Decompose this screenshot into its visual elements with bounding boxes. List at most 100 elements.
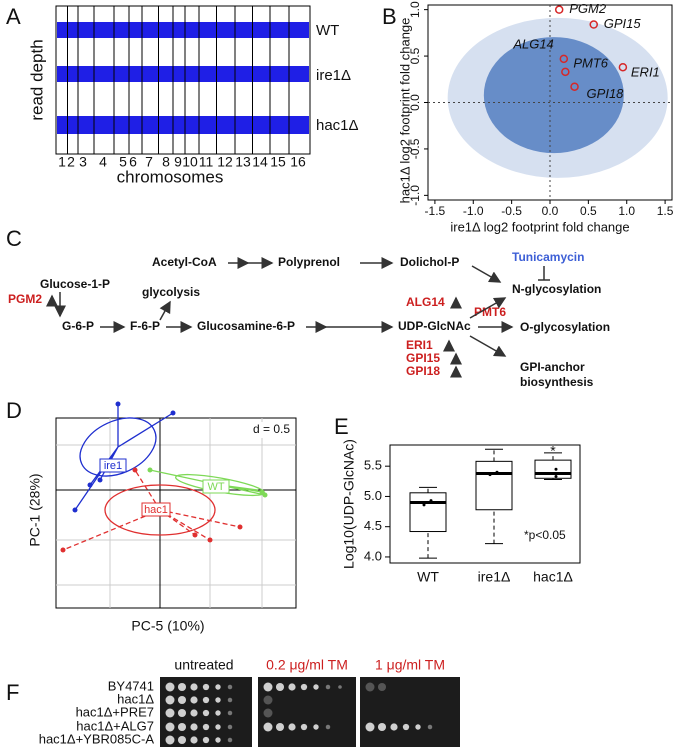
y-tick-label: -0.5 <box>408 138 422 159</box>
colony-spot <box>177 682 187 692</box>
panel-label: A <box>6 4 21 29</box>
colony-spot <box>215 684 221 690</box>
colony-spot <box>215 724 221 730</box>
gene: GPI18 <box>406 364 440 378</box>
colony-spot <box>415 724 421 730</box>
colony-spot <box>263 722 273 732</box>
chromosome-label: 2 <box>67 154 75 170</box>
colony-spot <box>227 737 233 743</box>
colony-spot <box>377 722 387 732</box>
x-tick-label: 1.5 <box>657 204 674 218</box>
gene: PGM2 <box>8 292 42 306</box>
plot-frame <box>55 5 311 155</box>
panel-label: F <box>6 680 19 705</box>
track-label: WT <box>316 22 339 39</box>
node: Acetyl-CoA <box>152 255 217 269</box>
y-tick-label: 1.0 <box>408 1 422 18</box>
point-label: ALG14 <box>512 36 553 51</box>
y-axis-label: read depth <box>27 39 46 120</box>
strain-label: BY4741 <box>108 678 154 693</box>
colony-spot <box>275 722 285 732</box>
gene: ALG14 <box>406 295 445 309</box>
colony-spot <box>365 682 375 692</box>
highlight-point <box>570 82 579 91</box>
colony-spot <box>202 709 210 717</box>
y-axis-label: hac1Δ log2 footprint fold change <box>397 18 412 204</box>
strain-label: hac1Δ+ALG7 <box>76 718 154 733</box>
colony-spot <box>202 683 210 691</box>
colony-spot <box>263 682 273 692</box>
y-axis-label: Log10(UDP-GlcNAc) <box>341 439 357 569</box>
x-tick-label: hac1Δ <box>533 569 573 585</box>
chromosome-label: 6 <box>129 154 137 170</box>
point-label: ERI1 <box>631 65 660 80</box>
condition-label: 1 μg/ml TM <box>375 657 445 673</box>
point-label: GPI15 <box>604 16 642 31</box>
condition-label: 0.2 μg/ml TM <box>266 657 348 673</box>
arrows <box>46 257 550 378</box>
data-point <box>429 499 433 503</box>
point-label: PMT6 <box>573 55 608 70</box>
colony-spot <box>365 722 375 732</box>
panel-label: B <box>382 4 397 29</box>
colony-spot <box>338 685 342 689</box>
data-point <box>547 471 551 475</box>
chromosome-label: 1 <box>58 154 66 170</box>
colony-spot <box>215 737 221 743</box>
colony-spot <box>215 710 221 716</box>
y-axis-label: PC-1 (28%) <box>27 473 43 546</box>
node: UDP-GlcNAc <box>398 319 471 333</box>
x-axis-label: PC-5 (10%) <box>131 618 204 634</box>
track-band <box>57 22 309 38</box>
point-label: GPI18 <box>587 86 625 101</box>
data-point <box>554 467 558 471</box>
pca-plot: ire1 hac1 WT d = 0.5 <box>55 401 297 609</box>
strain-label: hac1Δ+YBR085C-A <box>39 731 155 746</box>
colony-spot <box>165 735 175 745</box>
node: Polyprenol <box>278 255 340 269</box>
colony-spot <box>165 682 175 692</box>
chromosome-label: 8 <box>162 154 170 170</box>
colony-spot <box>227 724 233 730</box>
panel-label: C <box>6 226 22 251</box>
x-tick-label: -1.5 <box>425 204 446 218</box>
x-tick-label: WT <box>417 569 439 585</box>
pathway: Acetyl-CoA Polyprenol Dolichol-P Tunicam… <box>8 250 610 389</box>
node: glycolysis <box>142 285 200 299</box>
colony-spot <box>190 696 198 704</box>
colony-spot <box>275 682 285 692</box>
y-tick-label: 5.0 <box>364 488 382 503</box>
point-cloud <box>483 37 624 154</box>
colony-spot <box>202 723 210 731</box>
node: O-glycosylation <box>520 320 610 334</box>
x-tick-label: 0.0 <box>542 204 559 218</box>
chromosome-label: 4 <box>99 154 107 170</box>
colony-spot <box>263 708 273 718</box>
colony-spot <box>177 708 187 718</box>
box <box>409 492 447 533</box>
colony-spot <box>190 736 198 744</box>
point-label: PGM2 <box>569 1 607 16</box>
highlight-point <box>561 67 570 77</box>
colony-spot <box>202 736 210 744</box>
point-cloud <box>447 17 668 178</box>
chromosome-label: 5 <box>119 154 127 170</box>
colony-spot <box>190 723 198 731</box>
chromosome-label: 3 <box>79 154 87 170</box>
node: Glucose-1-P <box>40 277 110 291</box>
colony-spot <box>427 724 433 730</box>
colony-spot <box>177 722 187 732</box>
highlight-point <box>559 54 569 64</box>
chromosome-label: 11 <box>199 154 214 170</box>
node: Dolichol-P <box>400 255 459 269</box>
colony-spot <box>300 683 308 691</box>
data-point <box>488 473 492 477</box>
colony-spot <box>227 697 233 703</box>
chromosome-label: 13 <box>235 154 251 170</box>
chromosome-label: 12 <box>217 154 233 170</box>
strain-label: hac1Δ+PRE7 <box>76 704 154 719</box>
read-depth-plot <box>55 5 311 155</box>
node: N-glycosylation <box>512 282 601 296</box>
chromosome-label: 9 <box>174 154 182 170</box>
chromosome-label: 7 <box>145 154 153 170</box>
